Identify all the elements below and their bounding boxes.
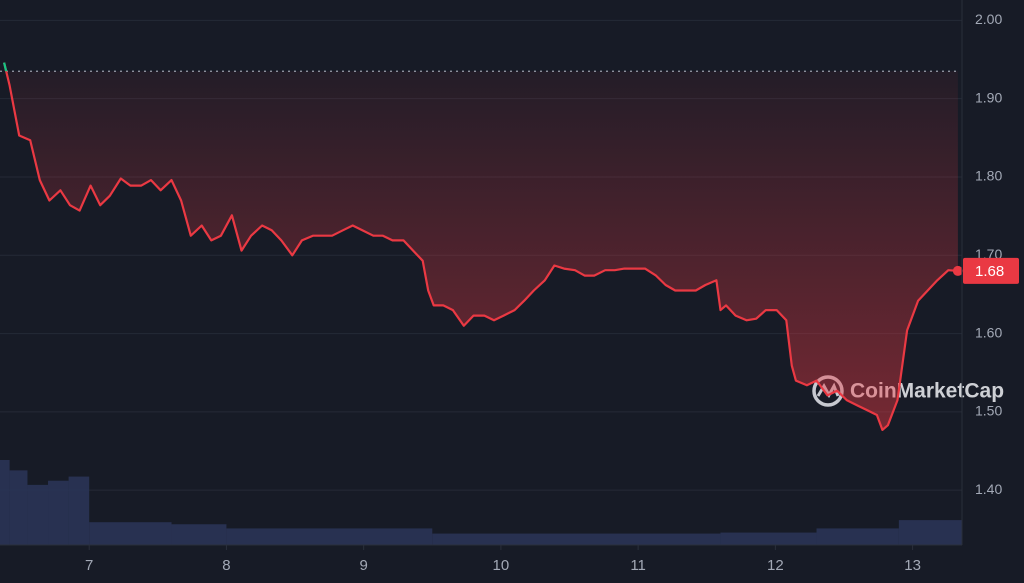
volume-bar	[68, 476, 90, 545]
volume-bar	[432, 533, 721, 545]
volume-bar	[0, 460, 10, 545]
volume-bar	[27, 484, 49, 545]
volume-bar	[720, 532, 817, 545]
volume-bar	[171, 524, 227, 545]
price-line	[3, 62, 958, 431]
volume-bar	[898, 520, 962, 545]
last-price-label: 1.68	[975, 263, 1004, 280]
y-tick-label: 1.50	[975, 403, 1002, 419]
x-tick-label: 8	[222, 557, 230, 574]
y-tick-label: 1.60	[975, 324, 1002, 340]
volume-bar	[48, 480, 69, 545]
y-tick-label: 1.90	[975, 89, 1002, 105]
x-tick-label: 11	[630, 557, 646, 574]
x-tick-label: 10	[493, 557, 510, 574]
y-tick-label: 1.40	[975, 481, 1002, 497]
volume-bar	[816, 528, 899, 545]
y-tick-label: 1.80	[975, 168, 1002, 184]
volume-bar	[226, 528, 433, 545]
x-tick-label: 9	[359, 557, 367, 574]
x-tick-label: 7	[85, 557, 93, 574]
volume-bar	[9, 470, 28, 545]
x-tick-label: 12	[767, 557, 784, 574]
area	[4, 62, 958, 430]
y-tick-label: 2.00	[975, 11, 1002, 27]
last-point	[952, 265, 963, 276]
volume-bar	[89, 522, 172, 545]
x-tick-label: 13	[904, 557, 921, 574]
last-price-box	[963, 257, 1019, 284]
